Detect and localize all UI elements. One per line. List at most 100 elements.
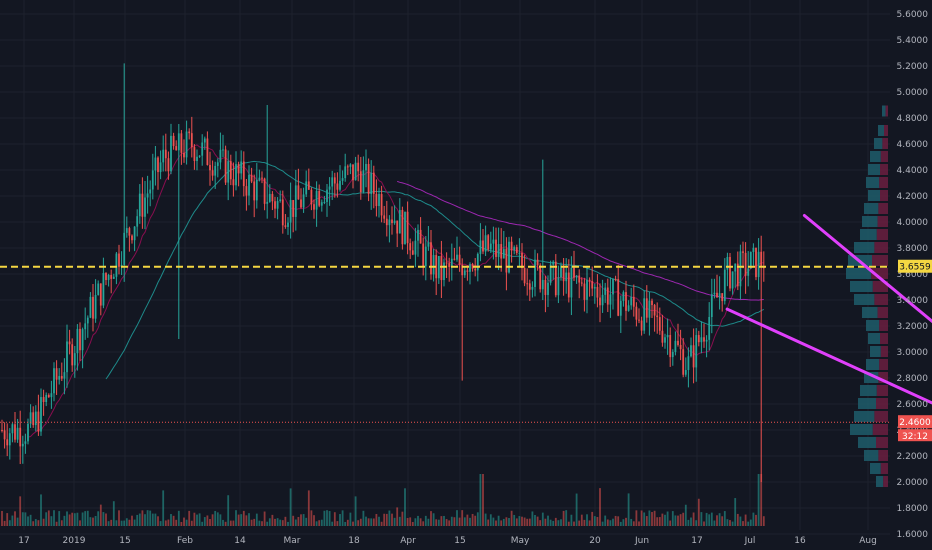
candle-body[interactable]	[625, 292, 627, 311]
candle-body[interactable]	[705, 339, 708, 342]
candle-body[interactable]	[632, 296, 635, 307]
candle-body[interactable]	[323, 201, 326, 203]
candle-body[interactable]	[396, 220, 399, 234]
candle-body[interactable]	[723, 269, 726, 302]
candle-body[interactable]	[752, 247, 755, 252]
candle-body[interactable]	[716, 292, 718, 298]
candle-body[interactable]	[505, 248, 508, 273]
candle-body[interactable]	[591, 281, 594, 289]
candle-body[interactable]	[417, 229, 419, 241]
candle-body[interactable]	[45, 394, 48, 403]
candle-body[interactable]	[58, 376, 61, 380]
price-level-badge[interactable]	[898, 259, 932, 273]
candle-body[interactable]	[53, 368, 55, 394]
wedge-trendline[interactable]	[725, 307, 932, 486]
candle-body[interactable]	[760, 251, 763, 267]
candle-body[interactable]	[531, 286, 534, 290]
candle-body[interactable]	[565, 272, 568, 282]
candle-body[interactable]	[3, 430, 6, 440]
candle-body[interactable]	[404, 211, 406, 245]
candle-body[interactable]	[370, 172, 373, 195]
candle-body[interactable]	[185, 131, 188, 158]
candle-body[interactable]	[97, 283, 100, 295]
candle-body[interactable]	[11, 424, 14, 434]
candle-body[interactable]	[37, 411, 40, 432]
candle-body[interactable]	[73, 353, 76, 366]
candle-body[interactable]	[474, 268, 477, 271]
candle-body[interactable]	[372, 172, 375, 194]
candle-body[interactable]	[237, 164, 240, 174]
candle-body[interactable]	[534, 259, 536, 287]
candle-body[interactable]	[684, 370, 687, 375]
candle-body[interactable]	[196, 156, 198, 161]
candle-body[interactable]	[682, 349, 685, 375]
candle-body[interactable]	[300, 199, 302, 208]
candle-body[interactable]	[339, 180, 341, 190]
candle-body[interactable]	[437, 256, 440, 279]
candle-body[interactable]	[146, 193, 149, 198]
candle-body[interactable]	[144, 197, 146, 217]
candle-body[interactable]	[731, 271, 734, 289]
candle-body[interactable]	[614, 278, 617, 280]
candle-body[interactable]	[703, 337, 705, 342]
candle-body[interactable]	[669, 335, 672, 358]
candle-body[interactable]	[713, 292, 716, 295]
candle-body[interactable]	[71, 344, 74, 366]
candle-body[interactable]	[346, 166, 349, 168]
candle-body[interactable]	[388, 219, 391, 226]
candle-body[interactable]	[333, 177, 336, 184]
candle-body[interactable]	[422, 243, 425, 267]
candle-body[interactable]	[549, 264, 552, 283]
candle-body[interactable]	[671, 351, 674, 358]
candle-body[interactable]	[476, 253, 479, 271]
candle-body[interactable]	[692, 345, 695, 368]
candle-body[interactable]	[151, 170, 154, 190]
candle-body[interactable]	[518, 252, 521, 254]
candle-body[interactable]	[575, 275, 578, 278]
candle-body[interactable]	[125, 228, 128, 233]
candle-body[interactable]	[409, 243, 412, 251]
candle-body[interactable]	[32, 412, 35, 426]
candle-body[interactable]	[653, 305, 656, 316]
candle-body[interactable]	[489, 243, 492, 250]
candle-body[interactable]	[141, 193, 144, 217]
candle-body[interactable]	[432, 255, 435, 275]
candle-body[interactable]	[92, 296, 94, 319]
candle-body[interactable]	[281, 199, 284, 226]
candle-body[interactable]	[482, 240, 484, 252]
candle-body[interactable]	[271, 193, 274, 202]
candle-body[interactable]	[742, 251, 744, 253]
candle-body[interactable]	[547, 282, 549, 295]
candle-body[interactable]	[328, 186, 331, 190]
candle-body[interactable]	[110, 274, 113, 279]
candle-body[interactable]	[224, 149, 227, 183]
candle-body[interactable]	[736, 263, 739, 287]
candle-body[interactable]	[411, 250, 414, 255]
candle-body[interactable]	[406, 211, 409, 244]
candle-body[interactable]	[313, 204, 315, 210]
candle-body[interactable]	[245, 186, 248, 196]
candle-body[interactable]	[463, 270, 466, 276]
candle-body[interactable]	[255, 179, 258, 201]
candle-body[interactable]	[193, 147, 196, 161]
candle-body[interactable]	[739, 251, 742, 287]
candle-body[interactable]	[523, 268, 526, 284]
candle-body[interactable]	[222, 149, 224, 151]
candle-body[interactable]	[68, 341, 71, 345]
candle-body[interactable]	[297, 185, 300, 200]
candle-body[interactable]	[367, 163, 370, 195]
candle-body[interactable]	[21, 443, 24, 447]
candle-body[interactable]	[42, 397, 45, 403]
candle-body[interactable]	[8, 433, 11, 446]
candle-body[interactable]	[383, 215, 386, 219]
candle-body[interactable]	[60, 376, 63, 379]
candle-body[interactable]	[430, 242, 432, 275]
candle-body[interactable]	[76, 328, 79, 354]
price-level-badge[interactable]	[898, 415, 932, 429]
candle-body[interactable]	[315, 190, 318, 210]
candle-body[interactable]	[216, 162, 219, 166]
candle-body[interactable]	[84, 323, 87, 330]
candle-body[interactable]	[458, 254, 461, 265]
candle-body[interactable]	[391, 219, 393, 224]
candle-body[interactable]	[279, 199, 282, 201]
